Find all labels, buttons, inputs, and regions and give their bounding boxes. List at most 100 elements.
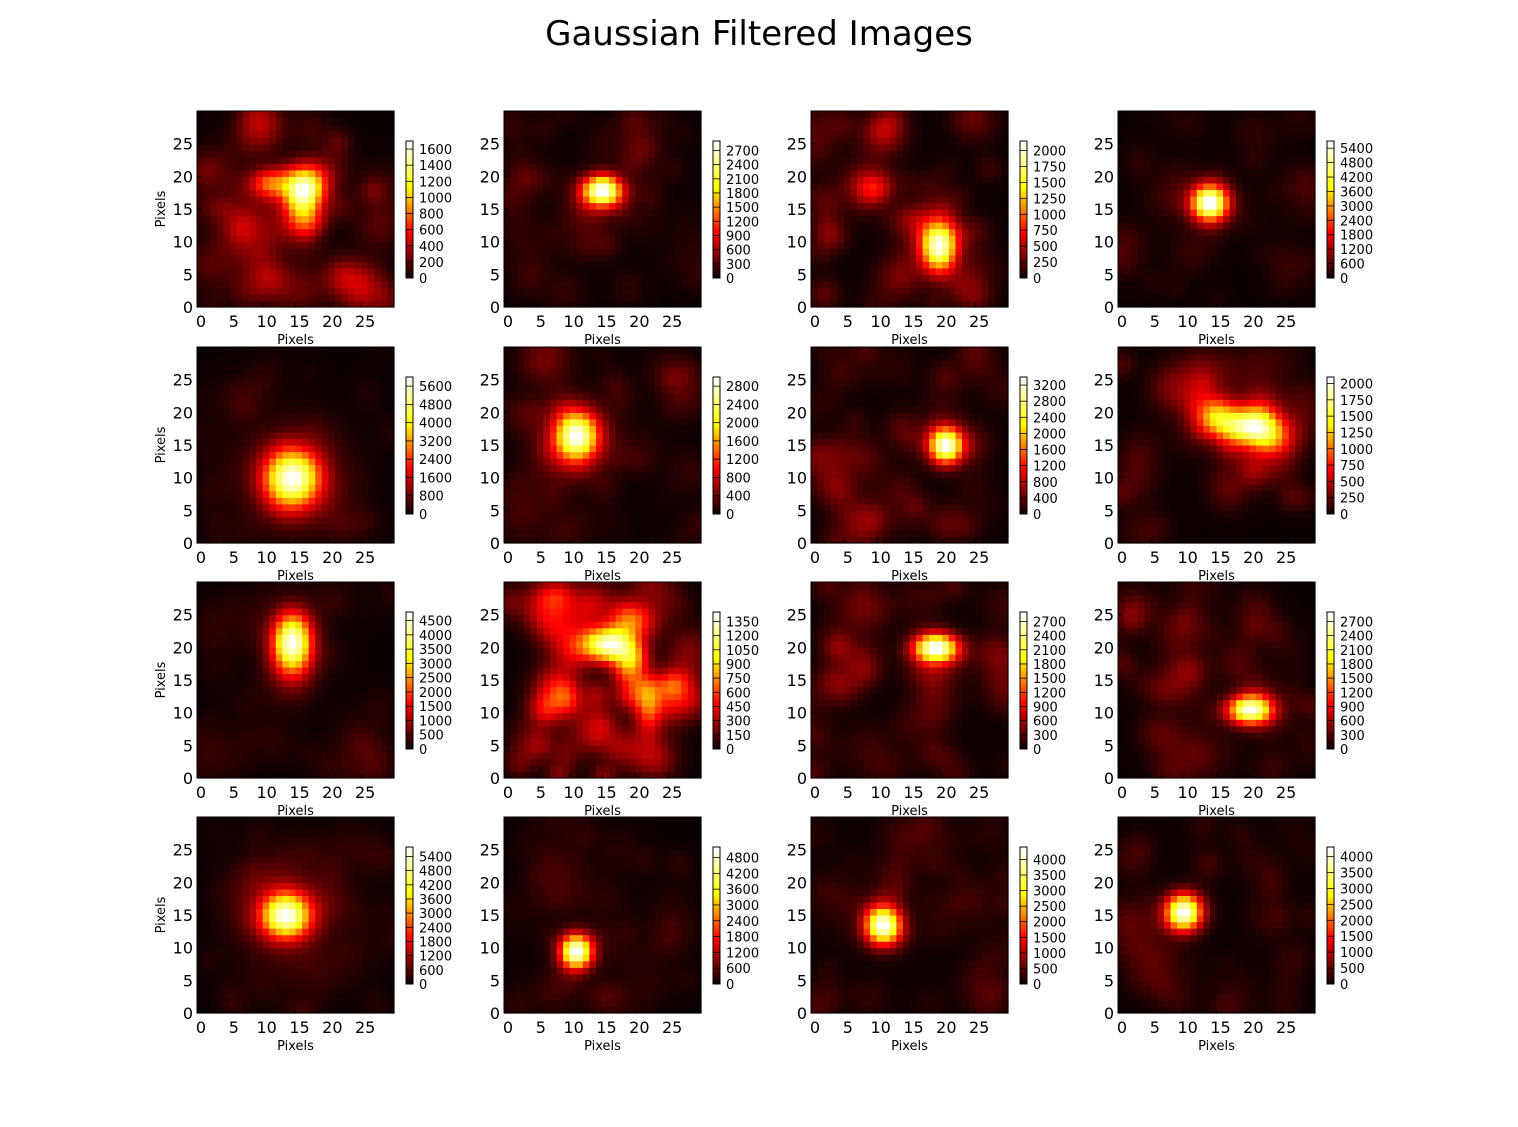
heatmap-cell xyxy=(263,235,270,242)
heatmap-cell xyxy=(576,248,583,255)
heatmap-cell xyxy=(341,294,348,301)
heatmap-cell xyxy=(1171,261,1178,268)
heatmap-cell xyxy=(328,380,335,387)
heatmap-cell xyxy=(230,287,237,294)
heatmap-cell xyxy=(1282,261,1289,268)
heatmap-cell xyxy=(263,150,270,157)
heatmap-cell xyxy=(348,287,355,294)
heatmap-cell xyxy=(942,157,949,164)
heatmap-cell xyxy=(524,248,531,255)
heatmap-cell xyxy=(524,131,531,138)
heatmap-cell xyxy=(250,386,257,393)
colorbar-tick-label: 1500 xyxy=(1033,176,1066,191)
heatmap-cell xyxy=(811,242,818,249)
heatmap-cell xyxy=(223,432,230,439)
heatmap-cell xyxy=(537,170,544,177)
heatmap-cell xyxy=(1256,294,1263,301)
heatmap-cell xyxy=(550,229,557,236)
heatmap-cell xyxy=(374,497,381,504)
heatmap-cell xyxy=(1282,196,1289,203)
heatmap-cell xyxy=(942,268,949,275)
heatmap-cell xyxy=(537,124,544,131)
heatmap-cell xyxy=(1289,157,1296,164)
heatmap-cell xyxy=(355,393,362,400)
heatmap-cell xyxy=(622,150,629,157)
heatmap-cell xyxy=(903,144,910,151)
heatmap-cell xyxy=(1249,111,1256,118)
heatmap-cell xyxy=(864,202,871,209)
heatmap-cell xyxy=(361,478,368,485)
heatmap-cell xyxy=(250,491,257,498)
heatmap-cell xyxy=(276,471,283,478)
heatmap-cell xyxy=(368,452,375,459)
heatmap-cell xyxy=(1269,274,1276,281)
heatmap-cell xyxy=(570,287,577,294)
heatmap-cell xyxy=(877,163,884,170)
heatmap-cell xyxy=(824,183,831,190)
heatmap-cell xyxy=(282,386,289,393)
heatmap-cell xyxy=(589,261,596,268)
heatmap-cell xyxy=(511,222,518,229)
heatmap-cell xyxy=(1197,255,1204,262)
heatmap-cell xyxy=(236,530,243,537)
heatmap-cell xyxy=(236,517,243,524)
heatmap-cell xyxy=(302,274,309,281)
heatmap-cell xyxy=(550,124,557,131)
heatmap-cell xyxy=(818,170,825,177)
heatmap-cell xyxy=(315,445,322,452)
heatmap-cell xyxy=(1243,287,1250,294)
heatmap-cell xyxy=(361,235,368,242)
heatmap-cell xyxy=(857,124,864,131)
heatmap-cell xyxy=(1157,268,1164,275)
heatmap-cell xyxy=(988,118,995,125)
heatmap-cell xyxy=(1302,150,1309,157)
heatmap-cell xyxy=(596,235,603,242)
heatmap-cell xyxy=(381,367,388,374)
heatmap-cell xyxy=(1282,255,1289,262)
heatmap-cell xyxy=(857,111,864,118)
heatmap-cell xyxy=(1243,170,1250,177)
heatmap-cell xyxy=(988,170,995,177)
heatmap-cell xyxy=(896,118,903,125)
heatmap-cell xyxy=(988,196,995,203)
heatmap-cell xyxy=(648,131,655,138)
heatmap-cell xyxy=(1217,183,1224,190)
heatmap-cell xyxy=(269,445,276,452)
heatmap-cell xyxy=(550,189,557,196)
heatmap-cell xyxy=(818,248,825,255)
heatmap-cell xyxy=(1184,248,1191,255)
heatmap-cell xyxy=(681,124,688,131)
heatmap-cell xyxy=(576,163,583,170)
heatmap-cell xyxy=(831,287,838,294)
heatmap-cell xyxy=(1171,294,1178,301)
heatmap-cell xyxy=(524,255,531,262)
heatmap-cell xyxy=(1269,216,1276,223)
heatmap-cell xyxy=(877,294,884,301)
heatmap-cell xyxy=(223,216,230,223)
heatmap-cell xyxy=(557,268,564,275)
heatmap-cell xyxy=(309,157,316,164)
colorbar-tick-label: 1000 xyxy=(419,191,452,206)
heatmap-cell xyxy=(269,209,276,216)
heatmap-cell xyxy=(223,497,230,504)
heatmap-cell xyxy=(243,294,250,301)
heatmap-cell xyxy=(596,248,603,255)
heatmap-cell xyxy=(988,235,995,242)
heatmap-cell xyxy=(315,406,322,413)
heatmap-cell xyxy=(230,367,237,374)
heatmap-cell xyxy=(355,176,362,183)
heatmap-cell xyxy=(837,163,844,170)
heatmap-cell xyxy=(289,176,296,183)
heatmap-cell xyxy=(243,380,250,387)
heatmap-cell xyxy=(243,373,250,380)
heatmap-cell xyxy=(903,150,910,157)
heatmap-cell xyxy=(563,294,570,301)
heatmap-cell xyxy=(374,523,381,530)
heatmap-cell xyxy=(550,248,557,255)
heatmap-cell xyxy=(381,196,388,203)
heatmap-cell xyxy=(1164,170,1171,177)
heatmap-cell xyxy=(217,445,224,452)
heatmap-cell xyxy=(328,484,335,491)
heatmap-cell xyxy=(1164,196,1171,203)
